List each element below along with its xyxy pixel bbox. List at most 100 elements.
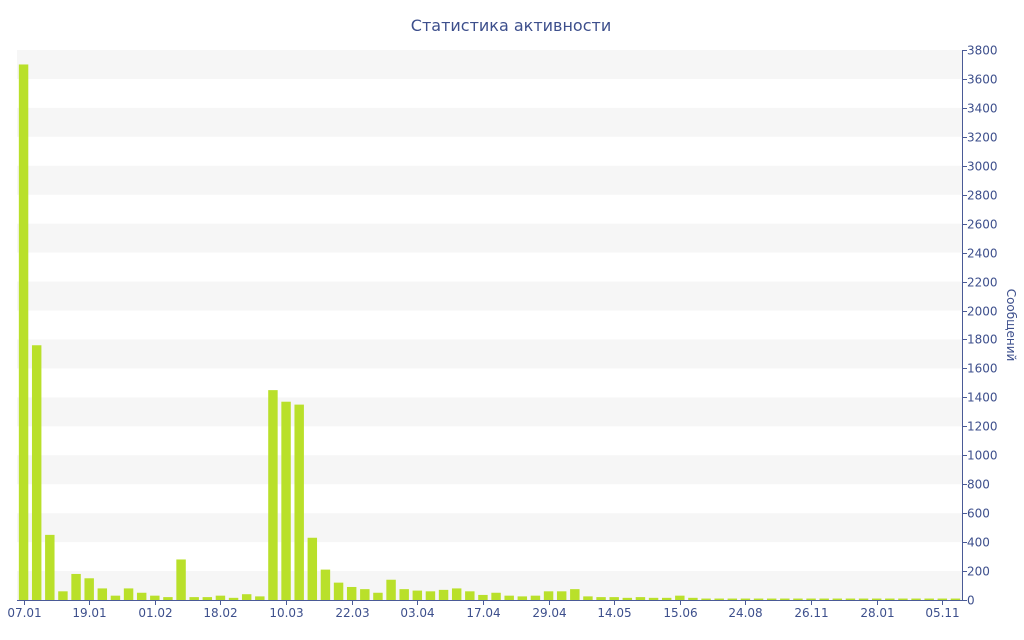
- grid-band: [17, 513, 962, 543]
- x-tick-label: 26.11: [794, 606, 828, 620]
- bar: [163, 597, 173, 600]
- bar: [307, 537, 318, 600]
- y-tick-label: 3600: [967, 73, 998, 87]
- bar: [937, 598, 948, 600]
- bar: [136, 592, 147, 600]
- bar: [504, 595, 514, 600]
- bar: [570, 589, 580, 600]
- bar: [885, 598, 895, 600]
- bar: [911, 598, 921, 600]
- bar: [465, 591, 475, 600]
- y-tick-label: 2600: [967, 218, 998, 232]
- x-tick-label: 28.01: [860, 606, 894, 620]
- bar: [793, 598, 803, 600]
- y-tick-label: 1400: [967, 391, 998, 405]
- bar: [714, 598, 724, 600]
- bar: [806, 598, 816, 600]
- axes: [17, 50, 963, 601]
- bar: [858, 598, 869, 600]
- grid-band: [17, 397, 962, 427]
- bar: [675, 595, 685, 600]
- x-tick-label: 29.04: [532, 606, 566, 620]
- x-tick-label: 03.04: [400, 606, 434, 620]
- chart-title: Статистика активности: [411, 16, 611, 35]
- bar: [202, 597, 213, 600]
- bar: [648, 597, 659, 600]
- bar: [360, 589, 370, 600]
- bar: [333, 582, 344, 600]
- bar: [740, 598, 751, 600]
- x-tick-label: 14.05: [597, 606, 631, 620]
- bar: [346, 586, 357, 600]
- bar: [898, 598, 908, 600]
- bar: [556, 591, 567, 600]
- grid-band: [17, 281, 962, 311]
- bar: [622, 597, 633, 600]
- bar: [228, 597, 239, 600]
- x-tick-label: 22.03: [335, 606, 369, 620]
- x-tick-label: 15.06: [663, 606, 697, 620]
- bar: [950, 598, 961, 600]
- y-axis-ticks: 0 200 400 600 800 1000 1200 1400 1600 1800 2000 220…: [962, 44, 998, 608]
- bar: [412, 590, 423, 600]
- bar: [294, 404, 304, 600]
- x-tick-label: 05.11: [925, 606, 959, 620]
- grid-band: [17, 455, 962, 485]
- bar: [609, 597, 619, 600]
- y-tick-label: 2000: [967, 305, 998, 319]
- x-tick-label: 10.03: [269, 606, 303, 620]
- y-tick-label: 600: [967, 507, 990, 521]
- bar: [635, 597, 646, 600]
- grid-band: [17, 165, 962, 195]
- bar: [543, 591, 554, 600]
- y-axis-title: Сообщений: [1004, 289, 1018, 362]
- x-tick-label: 19.01: [72, 606, 106, 620]
- bar: [701, 598, 711, 600]
- bar: [97, 588, 108, 600]
- y-tick-label: 0: [967, 594, 975, 608]
- bar: [215, 595, 226, 600]
- bar: [386, 579, 396, 600]
- y-tick-label: 1000: [967, 449, 998, 463]
- bar: [110, 595, 121, 600]
- y-tick-label: 3800: [967, 44, 998, 58]
- bar: [688, 597, 698, 600]
- grid-band: [17, 571, 962, 600]
- y-tick-label: 3000: [967, 160, 998, 174]
- bar: [871, 598, 882, 600]
- bar: [58, 591, 68, 600]
- bar: [241, 594, 252, 600]
- bar: [18, 64, 29, 601]
- bar: [530, 595, 541, 600]
- bar: [819, 598, 829, 600]
- bar: [924, 598, 934, 600]
- bar: [780, 598, 790, 600]
- bar: [71, 573, 81, 600]
- y-tick-label: 2800: [967, 189, 998, 203]
- x-axis-ticks: 07.01 19.01 01.02 18.02 10.03 22.03 03.04 17.04…: [7, 600, 960, 620]
- bar: [189, 597, 199, 600]
- y-tick-label: 1600: [967, 362, 998, 376]
- bar: [583, 596, 593, 600]
- bar: [727, 598, 738, 600]
- bar: [832, 598, 843, 600]
- bar: [451, 588, 462, 600]
- y-tick-label: 1200: [967, 420, 998, 434]
- y-tick-label: 3200: [967, 131, 998, 145]
- y-tick-label: 800: [967, 478, 990, 492]
- bar-series: [18, 64, 961, 601]
- x-tick-label: 01.02: [138, 606, 172, 620]
- bar: [281, 401, 291, 600]
- x-tick-label: 17.04: [466, 606, 500, 620]
- bar: [425, 591, 436, 600]
- bar: [320, 569, 331, 600]
- bar: [399, 589, 409, 600]
- x-tick-label: 07.01: [7, 606, 41, 620]
- bar: [268, 390, 278, 600]
- x-tick-label: 18.02: [203, 606, 237, 620]
- bar: [596, 597, 606, 600]
- bar: [176, 559, 186, 600]
- x-tick-label: 24.08: [728, 606, 762, 620]
- bar: [84, 578, 94, 600]
- bar: [255, 596, 265, 600]
